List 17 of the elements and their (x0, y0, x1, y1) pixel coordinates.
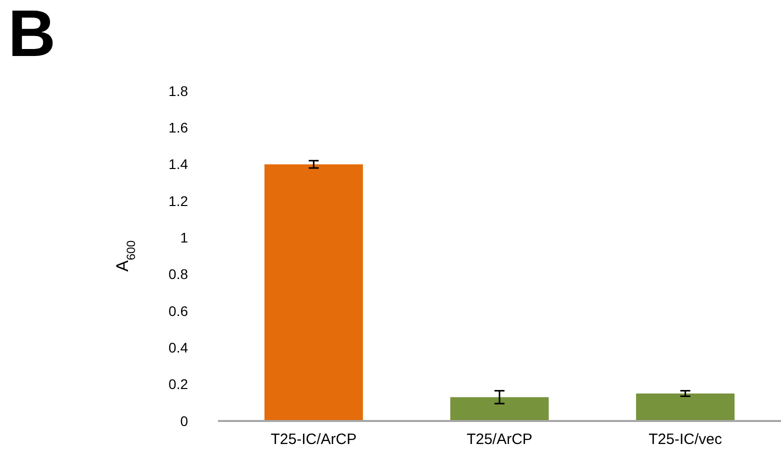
x-tick-label: T25-IC/ArCP (270, 431, 357, 448)
bar (450, 397, 549, 421)
y-tick-label: 1.6 (168, 120, 188, 136)
y-tick-label: 0.6 (168, 302, 188, 319)
y-tick-label: 0 (180, 412, 188, 429)
y-tick-label: 1.4 (168, 156, 188, 172)
y-tick-label: 0.4 (168, 340, 188, 356)
bar (636, 394, 735, 421)
y-tick-label: 1.2 (168, 192, 188, 209)
y-tick-label: 0.8 (168, 266, 188, 282)
y-tick-label: 0.2 (168, 376, 188, 392)
bar (264, 164, 363, 421)
x-tick-label: T25-IC/vec (648, 431, 722, 448)
x-tick-label: T25/ArCP (466, 431, 532, 448)
y-tick-label: 1.8 (168, 82, 188, 99)
y-tick-label: 1 (180, 230, 188, 246)
text: B (8, 0, 56, 70)
